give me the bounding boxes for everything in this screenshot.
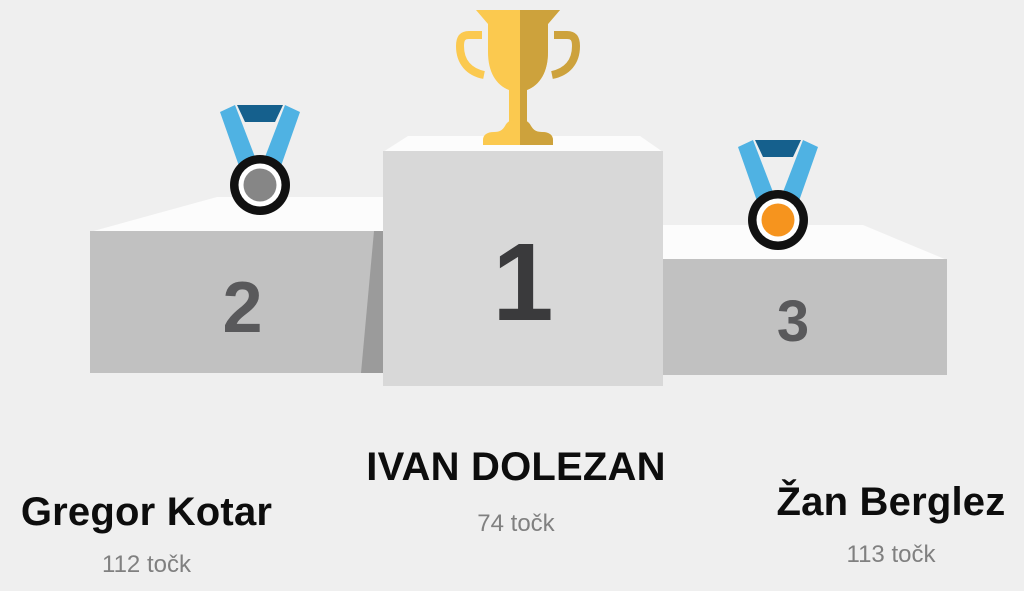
winner-points-first: 74 točk bbox=[477, 510, 555, 537]
ribbon-band bbox=[237, 105, 283, 122]
ribbon-left-strap bbox=[738, 140, 773, 201]
medal-center bbox=[761, 203, 795, 237]
ribbon-right-strap bbox=[783, 140, 818, 201]
winner-name-third: Žan Berglez bbox=[776, 480, 1006, 524]
podium-block-first bbox=[383, 136, 663, 386]
rank-number-second: 2 bbox=[222, 268, 263, 348]
trophy-left-handle bbox=[456, 31, 486, 79]
winner-points-second: 112 točk bbox=[102, 551, 191, 578]
block-front-face bbox=[663, 259, 947, 375]
rank-number-third: 3 bbox=[776, 289, 810, 354]
silver-medal-icon bbox=[220, 105, 300, 215]
ribbon-band bbox=[755, 140, 801, 157]
ribbon-left-strap bbox=[220, 105, 255, 166]
rank-number-first: 1 bbox=[492, 221, 554, 344]
winner-name-first: IVAN DOLEZAN bbox=[366, 445, 666, 489]
bronze-medal-icon bbox=[738, 140, 818, 250]
trophy-body-shade bbox=[520, 10, 560, 145]
block-top-face bbox=[663, 225, 947, 260]
winner-name-second: Gregor Kotar bbox=[20, 490, 273, 534]
medal-center bbox=[243, 168, 277, 202]
trophy-icon bbox=[456, 10, 580, 145]
podium-block-third bbox=[663, 225, 947, 375]
block-side-shadow bbox=[361, 231, 383, 373]
podium-block-second bbox=[90, 197, 383, 373]
winner-points-third: 113 točk bbox=[846, 541, 936, 568]
block-top-face bbox=[90, 197, 383, 232]
block-front-face bbox=[383, 151, 663, 386]
block-front-face bbox=[90, 231, 383, 373]
trophy-right-handle bbox=[550, 31, 580, 79]
ribbon-right-strap bbox=[265, 105, 300, 166]
